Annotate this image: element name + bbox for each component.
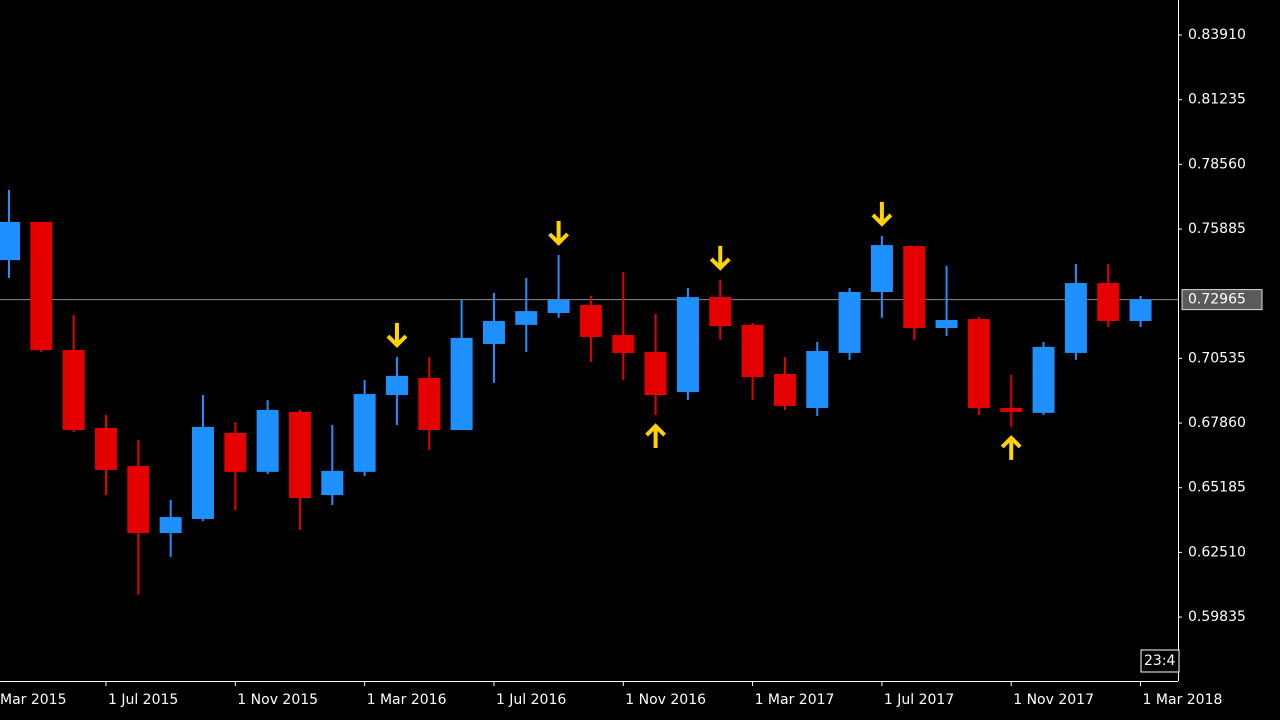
candle-body (1032, 346, 1055, 413)
x-tick-label: 1 Mar 2016 (367, 692, 447, 708)
y-tick-label: 0.83910 (1188, 27, 1246, 43)
candle-body (709, 297, 732, 327)
y-tick-label: 0.59835 (1188, 609, 1246, 625)
candle-body (773, 373, 796, 406)
candle-body (1129, 299, 1152, 322)
candle-body (644, 351, 667, 395)
candle-body (547, 299, 570, 314)
candle-body (321, 470, 344, 496)
candle-body (385, 375, 408, 395)
x-tick-label: 1 Nov 2016 (625, 692, 706, 708)
candle-body (1097, 283, 1120, 322)
candle-body (159, 517, 182, 534)
x-tick-label: Mar 2015 (0, 692, 67, 708)
price-label: 0.72965 (1188, 292, 1246, 308)
signal-arrow (709, 245, 731, 271)
x-tick-label: 1 Mar 2017 (755, 692, 835, 708)
signal-arrow (386, 323, 408, 348)
candle-body (612, 335, 635, 353)
candle-body (450, 337, 473, 431)
candle-body (838, 291, 861, 353)
signal-arrow (548, 221, 570, 246)
x-tick-label: 1 Mar 2018 (1143, 692, 1223, 708)
candle-body (1000, 408, 1023, 412)
x-tick-label: 1 Jul 2016 (496, 692, 566, 708)
candle-body (418, 378, 441, 431)
x-tick-label: 1 Jul 2015 (108, 692, 178, 708)
y-tick-label: 0.78560 (1188, 156, 1246, 172)
y-tick-label: 0.75885 (1188, 221, 1246, 237)
candle-body (30, 221, 53, 351)
signal-arrow (1000, 435, 1022, 460)
candle-body (256, 409, 279, 472)
y-tick-label: 0.62510 (1188, 544, 1246, 560)
y-tick-label: 0.65185 (1188, 480, 1246, 496)
candle-body (288, 411, 311, 498)
candle-body (579, 305, 602, 337)
candle-body (903, 246, 926, 329)
candle-body (935, 320, 958, 329)
candle-body (967, 319, 990, 409)
candle-body (224, 432, 247, 472)
candle-body (806, 350, 829, 409)
candle-body (1064, 283, 1087, 353)
y-tick-label: 0.81235 (1188, 92, 1246, 108)
x-tick-label: 1 Nov 2015 (237, 692, 318, 708)
candle-body (94, 427, 117, 470)
candle-body (62, 350, 85, 431)
candle-body (0, 221, 20, 261)
candle-body (191, 426, 214, 520)
signal-arrow (645, 423, 667, 449)
candle-body (127, 466, 150, 534)
candle-body (482, 321, 505, 344)
candle-body (870, 245, 893, 292)
price-label-box (1181, 289, 1263, 311)
y-tick-label: 0.70535 (1188, 350, 1246, 366)
candle-body (353, 394, 376, 472)
candle-body (676, 297, 699, 393)
candle-body (741, 324, 764, 378)
y-tick-label: 0.67860 (1188, 415, 1246, 431)
time-label: 23:4 (1144, 653, 1176, 669)
candle-body (515, 311, 538, 325)
x-tick-label: 1 Jul 2017 (884, 692, 954, 708)
signal-arrow (871, 201, 893, 227)
x-tick-label: 1 Nov 2017 (1013, 692, 1094, 708)
time-label-box (1140, 649, 1180, 673)
